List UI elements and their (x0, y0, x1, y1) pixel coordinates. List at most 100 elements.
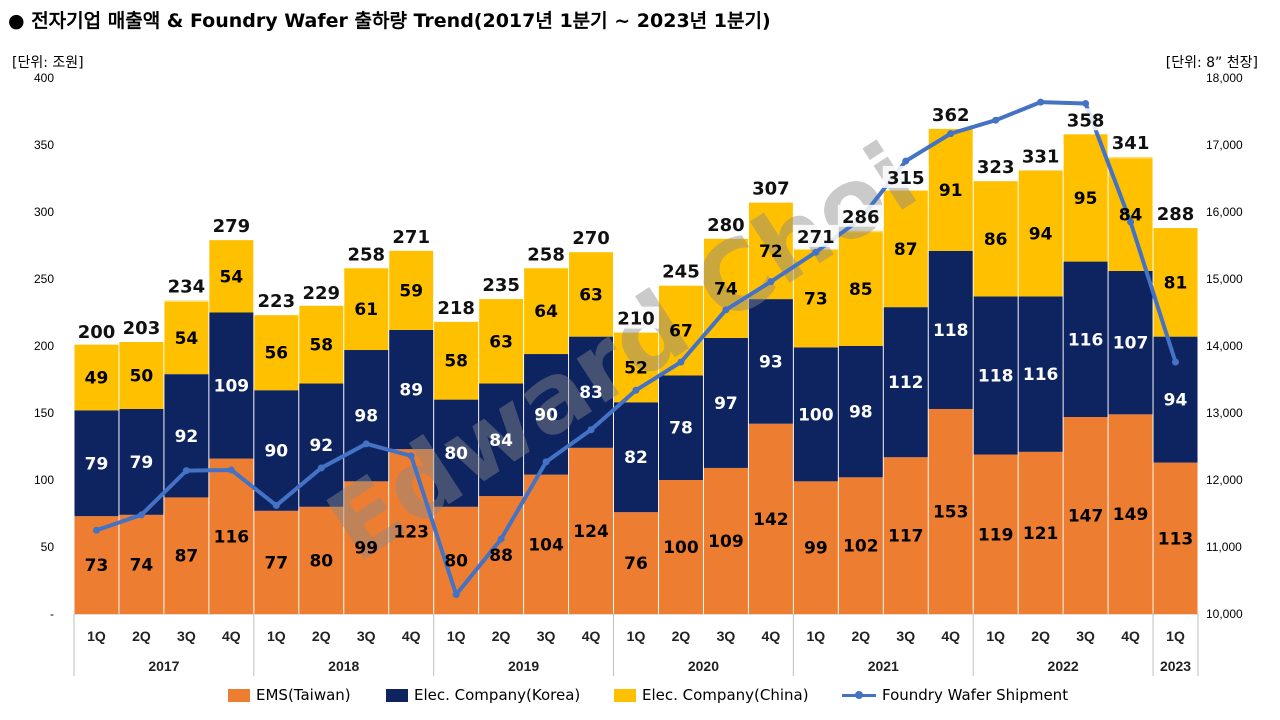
wafer-point (1172, 358, 1180, 366)
bar-korea (209, 312, 254, 459)
legend-label: Foundry Wafer Shipment (882, 686, 1069, 704)
bar-ems (344, 481, 389, 614)
wafer-point (407, 452, 415, 460)
quarter-label: 2Q (672, 628, 691, 644)
bar-ems (793, 481, 838, 614)
bar-china (1108, 158, 1153, 271)
segment-label: 90 (534, 405, 558, 425)
segment-label: 52 (624, 358, 648, 378)
bar-ems (389, 449, 434, 614)
y-right-tick: 13,000 (1206, 406, 1243, 420)
y-left-tick: 50 (41, 540, 55, 554)
segment-label: 107 (1113, 334, 1149, 354)
quarter-label: 4Q (402, 628, 421, 644)
segment-label: 112 (888, 373, 924, 393)
segment-label: 147 (1068, 507, 1104, 527)
segment-label: 153 (933, 502, 969, 522)
bar-korea (74, 410, 119, 517)
segment-label: 117 (888, 527, 924, 547)
bar-korea (793, 347, 838, 482)
total-label: 331 (1022, 146, 1060, 167)
bar-china (164, 301, 209, 375)
segment-label: 50 (130, 366, 154, 386)
wafer-point (317, 464, 325, 472)
segment-label: 95 (1074, 189, 1098, 209)
bar-korea (883, 307, 928, 458)
total-label: 271 (392, 227, 430, 248)
bar-china (703, 238, 748, 338)
quarter-label: 1Q (806, 628, 825, 644)
wafer-point (92, 526, 100, 534)
quarter-label: 3Q (896, 628, 915, 644)
bar-ems (1108, 414, 1153, 614)
bar-china (344, 268, 389, 351)
total-label-bg (702, 212, 749, 235)
wafer-point (1082, 99, 1090, 107)
legend: EMS(Taiwan) Elec. Company(Korea) Elec. Com… (0, 686, 1280, 710)
y-right-tick: 11,000 (1206, 540, 1242, 554)
y-left-tick: 100 (34, 473, 54, 487)
segment-label: 91 (939, 181, 963, 201)
total-label-bg (523, 242, 570, 265)
y-left-tick: 250 (34, 272, 54, 286)
bar-china (1018, 170, 1063, 297)
y-right-tick: 14,000 (1206, 339, 1243, 353)
legend-swatch (228, 688, 250, 702)
wafer-line (92, 98, 1180, 599)
segment-label: 63 (579, 285, 603, 305)
chart-title: ● 전자기업 매출액 & Foundry Wafer 출하량 Trend(201… (8, 10, 771, 32)
bar-other (1108, 157, 1153, 159)
bar-korea (703, 337, 748, 468)
bar-ems (748, 423, 793, 614)
total-label: 288 (1157, 204, 1195, 225)
bar-ems (254, 510, 299, 614)
total-label: 258 (527, 244, 565, 265)
quarter-label: 4Q (582, 628, 601, 644)
wafer-point (272, 501, 280, 509)
y-right-tick: 15,000 (1206, 272, 1243, 286)
bar-china (119, 341, 164, 409)
total-label-bg (613, 306, 659, 329)
total-label: 362 (932, 105, 970, 126)
y-left-tick: 400 (34, 71, 54, 85)
bar-korea (164, 374, 209, 498)
bar-korea (119, 408, 164, 515)
legend-swatch (386, 688, 408, 702)
bar-korea (524, 354, 569, 475)
wafer-point (227, 466, 235, 474)
segment-label: 58 (309, 336, 333, 356)
bar-china (1063, 134, 1108, 262)
year-label: 2019 (508, 658, 539, 674)
total-label-bg (253, 289, 300, 312)
bar-china (434, 321, 479, 400)
y-right-tick: 12,000 (1206, 473, 1243, 487)
total-label-bg (1062, 108, 1109, 131)
wafer-point (542, 458, 550, 466)
quarter-label: 2Q (132, 628, 151, 644)
segment-label: 74 (714, 279, 738, 299)
bar-korea (748, 299, 793, 424)
data-labels: 73 79 49 200 74 79 50 203 87 92 54 234 116 109 54 279 77… (73, 102, 1199, 576)
year-label: 2021 (868, 658, 899, 674)
bar-china (74, 344, 119, 411)
y-left-tick: 300 (34, 205, 54, 219)
wafer-point (587, 426, 595, 434)
year-label: 2018 (328, 658, 359, 674)
y-right-tick: 10,000 (1206, 607, 1243, 621)
bar-korea (658, 375, 703, 480)
segment-label: 98 (354, 407, 378, 427)
segment-label: 97 (714, 394, 738, 414)
segment-label: 119 (978, 525, 1014, 545)
bar-other (164, 300, 209, 302)
bar-ems (614, 512, 658, 614)
total-label: 341 (1112, 133, 1150, 154)
wafer-point (182, 467, 190, 475)
total-label-bg (747, 176, 794, 199)
bar-china (838, 232, 883, 346)
bar-korea (1108, 270, 1153, 415)
segment-label: 54 (220, 267, 244, 287)
bar-china (524, 268, 569, 355)
year-label: 2020 (688, 658, 719, 674)
quarter-label: 1Q (87, 628, 106, 644)
segment-label: 102 (843, 537, 879, 557)
